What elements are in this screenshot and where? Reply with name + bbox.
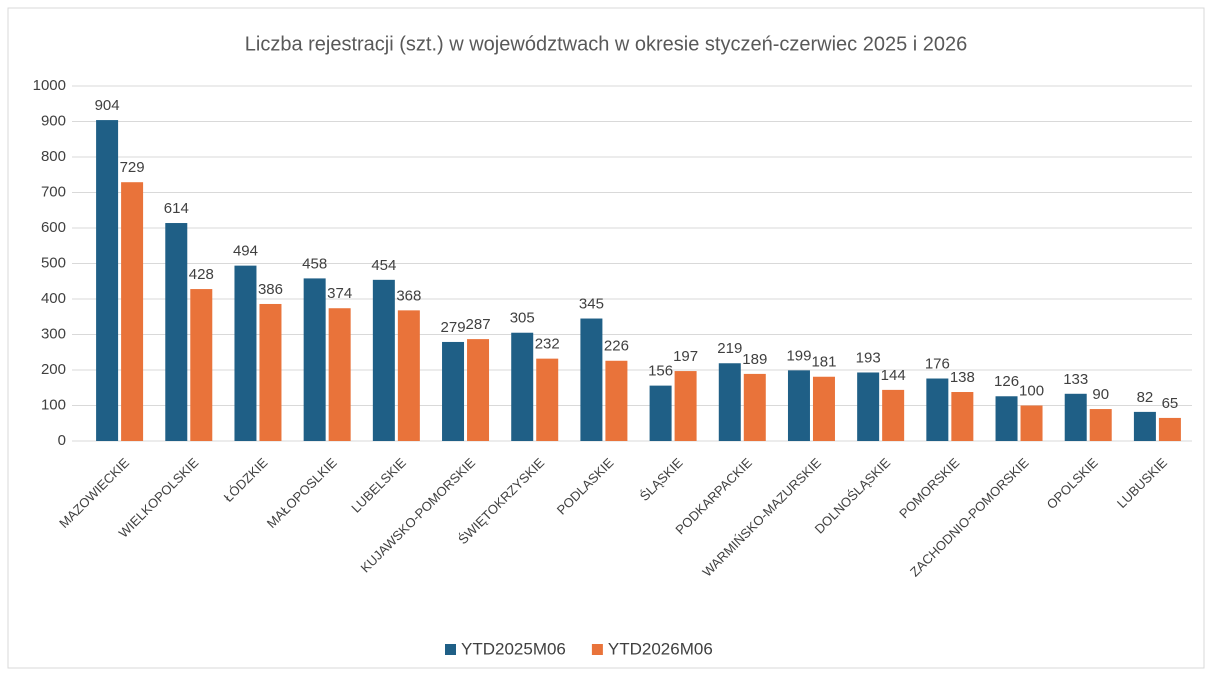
- data-label: 226: [604, 338, 629, 355]
- y-tick-label: 800: [41, 148, 66, 165]
- bar: [397, 310, 420, 441]
- data-label: 729: [120, 159, 145, 176]
- bar: [882, 389, 905, 441]
- data-label: 458: [302, 255, 327, 272]
- bar: [787, 370, 810, 441]
- bar: [926, 378, 949, 441]
- data-label: 199: [786, 347, 811, 364]
- y-tick-label: 500: [41, 254, 66, 271]
- data-label: 176: [925, 355, 950, 372]
- bar: [190, 289, 213, 441]
- y-tick-label: 600: [41, 219, 66, 236]
- data-label: 197: [673, 348, 698, 365]
- bar: [718, 363, 741, 441]
- data-label: 428: [189, 266, 214, 283]
- data-label: 279: [441, 319, 466, 336]
- y-tick-label: 700: [41, 183, 66, 200]
- y-tick-label: 200: [41, 361, 66, 378]
- legend-label: YTD2026M06: [608, 639, 713, 658]
- data-label: 189: [742, 351, 767, 368]
- chart-title: Liczba rejestracji (szt.) w województwac…: [245, 33, 968, 55]
- bar: [165, 223, 188, 441]
- data-label: 454: [371, 257, 396, 274]
- y-tick-label: 300: [41, 325, 66, 342]
- bar: [259, 303, 282, 441]
- data-label: 219: [717, 340, 742, 357]
- data-label: 133: [1063, 371, 1088, 388]
- data-label: 386: [258, 281, 283, 298]
- bar: [1089, 409, 1112, 441]
- data-label: 65: [1162, 395, 1179, 412]
- bar: [328, 308, 351, 441]
- bar: [605, 360, 628, 441]
- bar: [1020, 405, 1043, 441]
- data-label: 368: [396, 287, 421, 304]
- bar: [234, 265, 257, 441]
- data-label: 614: [164, 200, 189, 217]
- data-label: 232: [535, 336, 560, 353]
- data-label: 144: [881, 367, 906, 384]
- bar: [536, 358, 559, 441]
- bar: [1158, 417, 1181, 441]
- data-label: 126: [994, 373, 1019, 390]
- data-label: 138: [950, 369, 975, 386]
- data-label: 90: [1092, 386, 1109, 403]
- data-label: 287: [466, 316, 491, 333]
- data-label: 82: [1137, 389, 1154, 406]
- y-tick-label: 1000: [33, 77, 66, 94]
- y-tick-label: 400: [41, 290, 66, 307]
- legend-label: YTD2025M06: [461, 639, 566, 658]
- bar: [1064, 393, 1087, 441]
- data-label: 100: [1019, 382, 1044, 399]
- bar: [857, 372, 880, 441]
- bar: [580, 318, 603, 441]
- y-tick-label: 900: [41, 112, 66, 129]
- data-label: 904: [95, 97, 120, 114]
- bar: [649, 385, 672, 441]
- bar: [372, 279, 395, 441]
- data-label: 181: [811, 354, 836, 371]
- data-label: 193: [856, 349, 881, 366]
- data-label: 374: [327, 285, 352, 302]
- y-tick-label: 100: [41, 396, 66, 413]
- bar: [743, 373, 766, 441]
- y-tick-label: 0: [58, 432, 66, 449]
- bar: [1133, 411, 1156, 441]
- legend-swatch: [591, 644, 603, 655]
- data-label: 345: [579, 295, 604, 312]
- data-label: 305: [510, 310, 535, 327]
- bar: [812, 376, 835, 441]
- bar: [96, 120, 119, 441]
- bar: [511, 332, 534, 441]
- legend-swatch: [445, 644, 456, 655]
- bar: [121, 182, 144, 441]
- bar: [995, 396, 1018, 441]
- data-label: 494: [233, 243, 258, 260]
- bar: [442, 341, 465, 441]
- bar: [467, 339, 490, 441]
- bar: [303, 278, 326, 441]
- bar: [951, 392, 974, 441]
- bar: [674, 371, 697, 441]
- data-label: 156: [648, 363, 673, 380]
